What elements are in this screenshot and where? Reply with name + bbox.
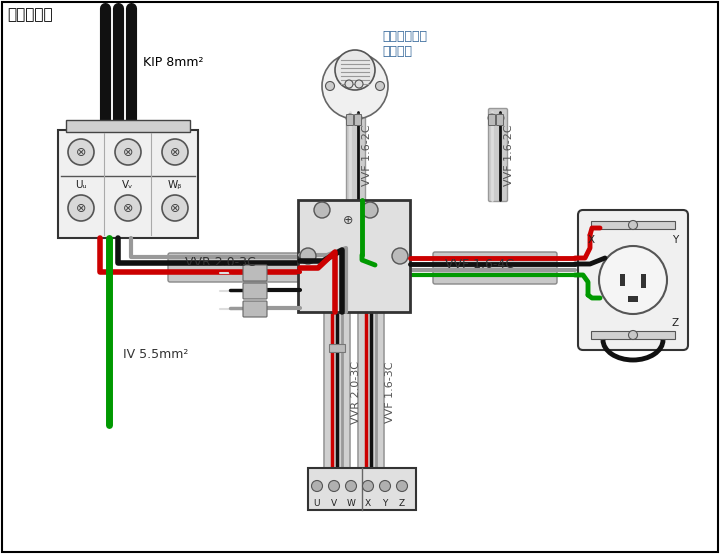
Text: VVR 2.0-3C: VVR 2.0-3C (185, 257, 256, 269)
FancyBboxPatch shape (358, 310, 384, 472)
FancyBboxPatch shape (168, 253, 302, 282)
Text: ⊗: ⊗ (76, 146, 86, 158)
Circle shape (362, 480, 374, 491)
Circle shape (115, 139, 141, 165)
FancyBboxPatch shape (243, 283, 267, 299)
Bar (620, 274, 625, 286)
Circle shape (322, 53, 388, 119)
Circle shape (300, 248, 316, 264)
Circle shape (325, 81, 335, 90)
FancyBboxPatch shape (324, 310, 350, 472)
Text: VVF 1.6-3C: VVF 1.6-3C (385, 361, 395, 423)
Circle shape (312, 480, 323, 491)
FancyBboxPatch shape (433, 252, 557, 284)
Text: VVR 2.0-3C: VVR 2.0-3C (351, 361, 361, 423)
Circle shape (354, 114, 362, 122)
Text: ⊗: ⊗ (170, 146, 180, 158)
Text: Vᵥ: Vᵥ (122, 180, 134, 190)
Text: U: U (314, 500, 320, 509)
Circle shape (346, 114, 354, 122)
Circle shape (496, 114, 504, 122)
FancyBboxPatch shape (243, 301, 267, 317)
Text: Wᵦ: Wᵦ (168, 180, 182, 190)
Bar (58, 130, 198, 238)
Bar (298, 200, 410, 312)
FancyBboxPatch shape (488, 115, 495, 126)
Circle shape (376, 81, 384, 90)
Circle shape (346, 480, 356, 491)
Text: VVF 1.6-2C: VVF 1.6-2C (362, 124, 372, 186)
Text: X: X (588, 235, 595, 245)
FancyBboxPatch shape (354, 115, 361, 126)
Text: Z: Z (399, 500, 405, 509)
Circle shape (328, 480, 340, 491)
Circle shape (397, 480, 408, 491)
Text: Y: Y (382, 500, 387, 509)
Text: Y: Y (672, 235, 678, 245)
Text: ⊗: ⊗ (122, 202, 133, 214)
Text: VVF 1.6-2C: VVF 1.6-2C (504, 124, 514, 186)
Circle shape (355, 80, 363, 88)
Bar (591, 221, 675, 229)
Circle shape (629, 331, 637, 340)
Text: Z: Z (672, 318, 678, 328)
Circle shape (335, 50, 375, 90)
Text: V: V (331, 500, 337, 509)
Circle shape (162, 139, 188, 165)
Text: ⊗: ⊗ (170, 202, 180, 214)
Text: W: W (346, 500, 356, 509)
FancyBboxPatch shape (346, 115, 354, 126)
Circle shape (115, 195, 141, 221)
Text: KIP 8mm²: KIP 8mm² (143, 57, 204, 69)
Circle shape (392, 248, 408, 264)
Bar (628, 296, 638, 302)
Text: Uᵤ: Uᵤ (75, 180, 87, 190)
Circle shape (345, 80, 353, 88)
Text: VVF 1.6-4C: VVF 1.6-4C (445, 259, 514, 271)
Circle shape (314, 202, 330, 218)
Circle shape (599, 246, 667, 314)
Bar (641, 274, 646, 288)
Bar (66, 120, 190, 132)
Bar (308, 468, 416, 510)
FancyBboxPatch shape (488, 109, 508, 202)
Circle shape (162, 195, 188, 221)
Text: ⊗: ⊗ (122, 146, 133, 158)
Bar (591, 331, 675, 339)
Text: 【概念図】: 【概念図】 (7, 7, 53, 22)
FancyBboxPatch shape (497, 115, 503, 126)
FancyBboxPatch shape (346, 109, 366, 202)
Text: IV 5.5mm²: IV 5.5mm² (123, 348, 189, 362)
FancyBboxPatch shape (243, 265, 267, 281)
Text: 受金ねじ部の
端子に白: 受金ねじ部の 端子に白 (382, 30, 427, 58)
Text: ⊗: ⊗ (76, 202, 86, 214)
Circle shape (362, 202, 378, 218)
Circle shape (68, 139, 94, 165)
Text: ⊕: ⊕ (343, 213, 354, 227)
FancyBboxPatch shape (578, 210, 688, 350)
Text: X: X (365, 500, 371, 509)
Circle shape (629, 220, 637, 229)
Circle shape (379, 480, 390, 491)
Circle shape (68, 195, 94, 221)
Circle shape (488, 114, 496, 122)
Bar (329, 344, 345, 352)
